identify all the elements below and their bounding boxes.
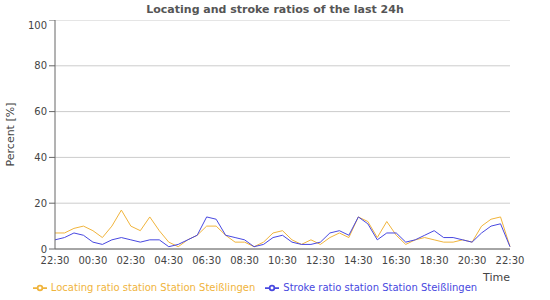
svg-text:22:30: 22:30 bbox=[496, 255, 525, 266]
svg-text:22:30: 22:30 bbox=[41, 255, 70, 266]
svg-text:16:30: 16:30 bbox=[382, 255, 411, 266]
svg-text:14:30: 14:30 bbox=[344, 255, 373, 266]
svg-text:00:30: 00:30 bbox=[79, 255, 108, 266]
svg-text:20: 20 bbox=[34, 198, 47, 209]
svg-text:100: 100 bbox=[28, 20, 47, 31]
svg-text:80: 80 bbox=[34, 60, 47, 71]
svg-text:40: 40 bbox=[34, 152, 47, 163]
svg-text:18:30: 18:30 bbox=[420, 255, 449, 266]
svg-text:20:30: 20:30 bbox=[458, 255, 487, 266]
svg-text:60: 60 bbox=[34, 106, 47, 117]
html-text:Locating ratio station Station: Locating ratio station Station Steißling… bbox=[50, 282, 256, 293]
html-text:Locating and stroke ratios of: Locating and stroke ratios of the last 2… bbox=[146, 3, 404, 16]
svg-text:Time: Time bbox=[482, 271, 510, 284]
svg-text:06:30: 06:30 bbox=[192, 255, 221, 266]
svg-text:08:30: 08:30 bbox=[230, 255, 259, 266]
svg-text:10:30: 10:30 bbox=[268, 255, 297, 266]
svg-text:0: 0 bbox=[41, 244, 47, 255]
svg-text:12:30: 12:30 bbox=[306, 255, 335, 266]
svg-text:04:30: 04:30 bbox=[154, 255, 183, 266]
svg-text:Percent [%]: Percent [%] bbox=[8, 103, 17, 167]
html-text:Stroke ratio station Station S: Stroke ratio station Station Steißlingen bbox=[283, 282, 478, 293]
svg-text:02:30: 02:30 bbox=[116, 255, 145, 266]
